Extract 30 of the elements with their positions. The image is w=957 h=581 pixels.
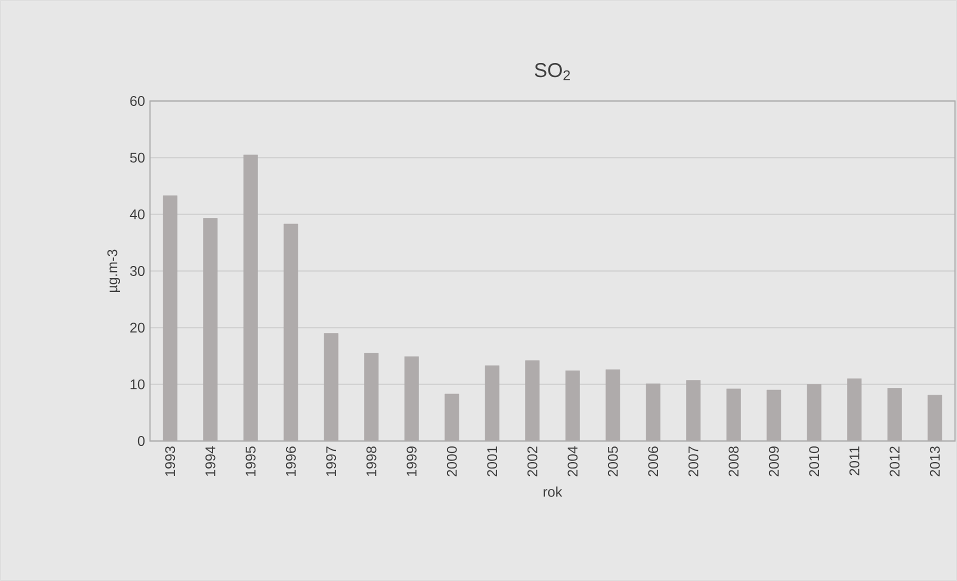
x-tick-label: 2005 <box>608 446 618 476</box>
x-tick-label: 1999 <box>406 446 417 476</box>
x-tick-label: 2011 <box>849 446 860 476</box>
x-tick-label: 1993 <box>165 446 176 476</box>
y-tick-label: 40 <box>130 209 145 220</box>
y-tick-label: 0 <box>138 436 145 446</box>
y-tick-label: 50 <box>130 152 145 163</box>
x-tick-label: 2009 <box>768 446 779 476</box>
x-tick-label: 2007 <box>688 446 698 476</box>
x-tick-label: 1996 <box>286 446 296 476</box>
x-tick-label: 1994 <box>205 446 216 476</box>
y-tick-label: 20 <box>130 322 145 333</box>
x-tick-label: 2002 <box>527 446 538 476</box>
x-tick-label: 1995 <box>246 446 256 476</box>
x-tick-label: 2013 <box>930 446 940 476</box>
y-tick-label: 10 <box>130 379 145 390</box>
y-tick-label: 30 <box>130 266 145 276</box>
y-axis-title: µg.m-3 <box>107 250 120 292</box>
x-tick-label: 2012 <box>890 446 900 476</box>
x-tick-label: 2001 <box>487 446 498 476</box>
x-tick-label: 2000 <box>446 446 457 476</box>
x-tick-label: 2006 <box>648 446 658 476</box>
x-tick-label: 2010 <box>809 446 820 476</box>
x-axis-title: rok <box>544 486 562 497</box>
x-tick-label: 1997 <box>326 446 336 476</box>
x-tick-label: 1998 <box>366 446 376 476</box>
x-tick-label: 2004 <box>568 446 578 476</box>
x-tick-label: 2008 <box>728 446 739 476</box>
chart-title: SO$_{2}$ <box>534 63 570 80</box>
y-tick-label: 60 <box>130 96 145 106</box>
